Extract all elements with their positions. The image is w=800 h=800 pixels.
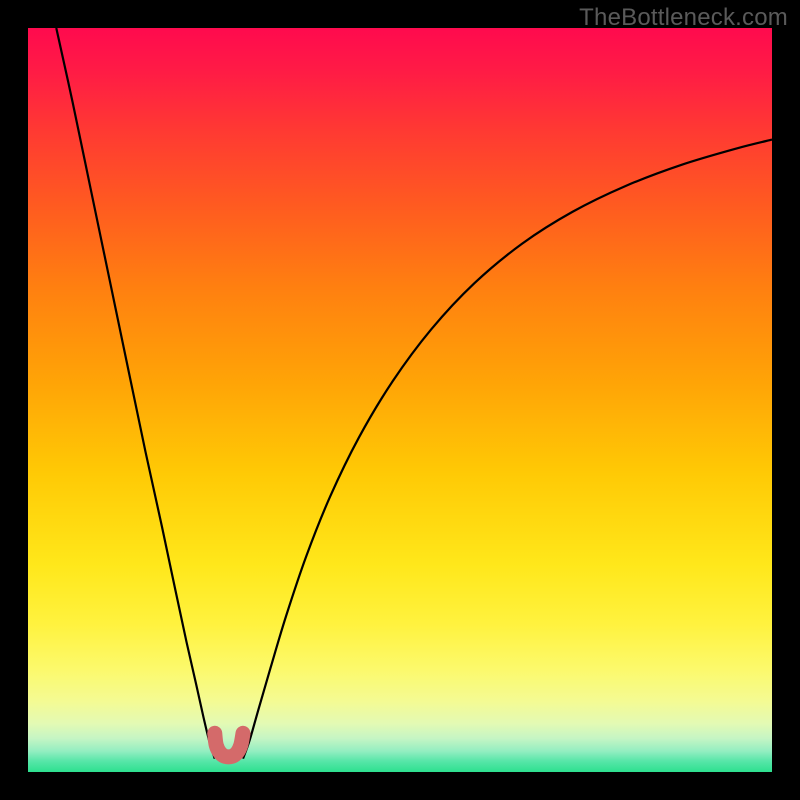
bottleneck-curve-chart xyxy=(0,0,800,800)
bottleneck-chart-container: TheBottleneck.com xyxy=(0,0,800,800)
watermark-text: TheBottleneck.com xyxy=(579,4,788,32)
chart-gradient-background xyxy=(28,28,772,772)
